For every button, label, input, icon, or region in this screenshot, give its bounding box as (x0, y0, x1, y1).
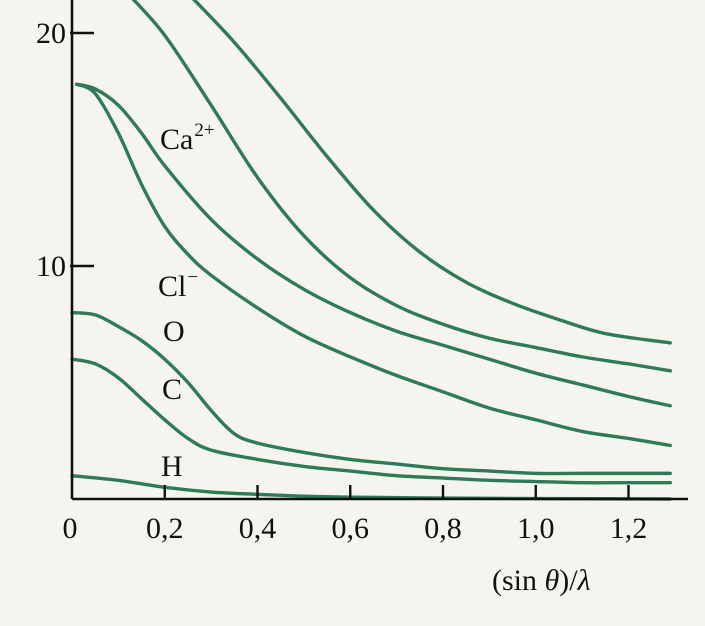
curve-s5 (70, 310, 672, 476)
x-tick-label: 0,6 (332, 512, 370, 545)
x-axis-title: (sin θ)/λ (492, 564, 591, 597)
curve-label-o: O (163, 315, 185, 348)
curve-s4 (74, 82, 672, 448)
curve-s6 (70, 357, 672, 485)
x-tick-label: 1,0 (517, 512, 555, 545)
curve-label-c: C (162, 373, 182, 406)
x-tick-label: 0 (63, 512, 78, 545)
x-tick-label: 0,2 (146, 512, 184, 545)
x-tick-label: 1,2 (610, 512, 648, 545)
curve-label-ca: Ca2+ (160, 120, 215, 156)
curve-label-cl: Cl− (158, 267, 198, 303)
labels-layer: Ca2+ Cl− OC H (158, 120, 215, 483)
axes-layer: 0 0,2 0,4 0,6 0,8 1,0 1,2 10 20 (36, 0, 688, 545)
curve-s2 (131, 0, 672, 373)
x-tick-label: 0,8 (424, 512, 462, 545)
curve-s3 (74, 82, 672, 408)
curve-label-h: H (161, 450, 183, 483)
curves-layer (70, 0, 672, 501)
y-tick-label: 10 (36, 250, 66, 283)
curve-s1 (191, 0, 672, 345)
x-tick-label: 0,4 (239, 512, 277, 545)
y-tick-label: 20 (36, 17, 66, 50)
